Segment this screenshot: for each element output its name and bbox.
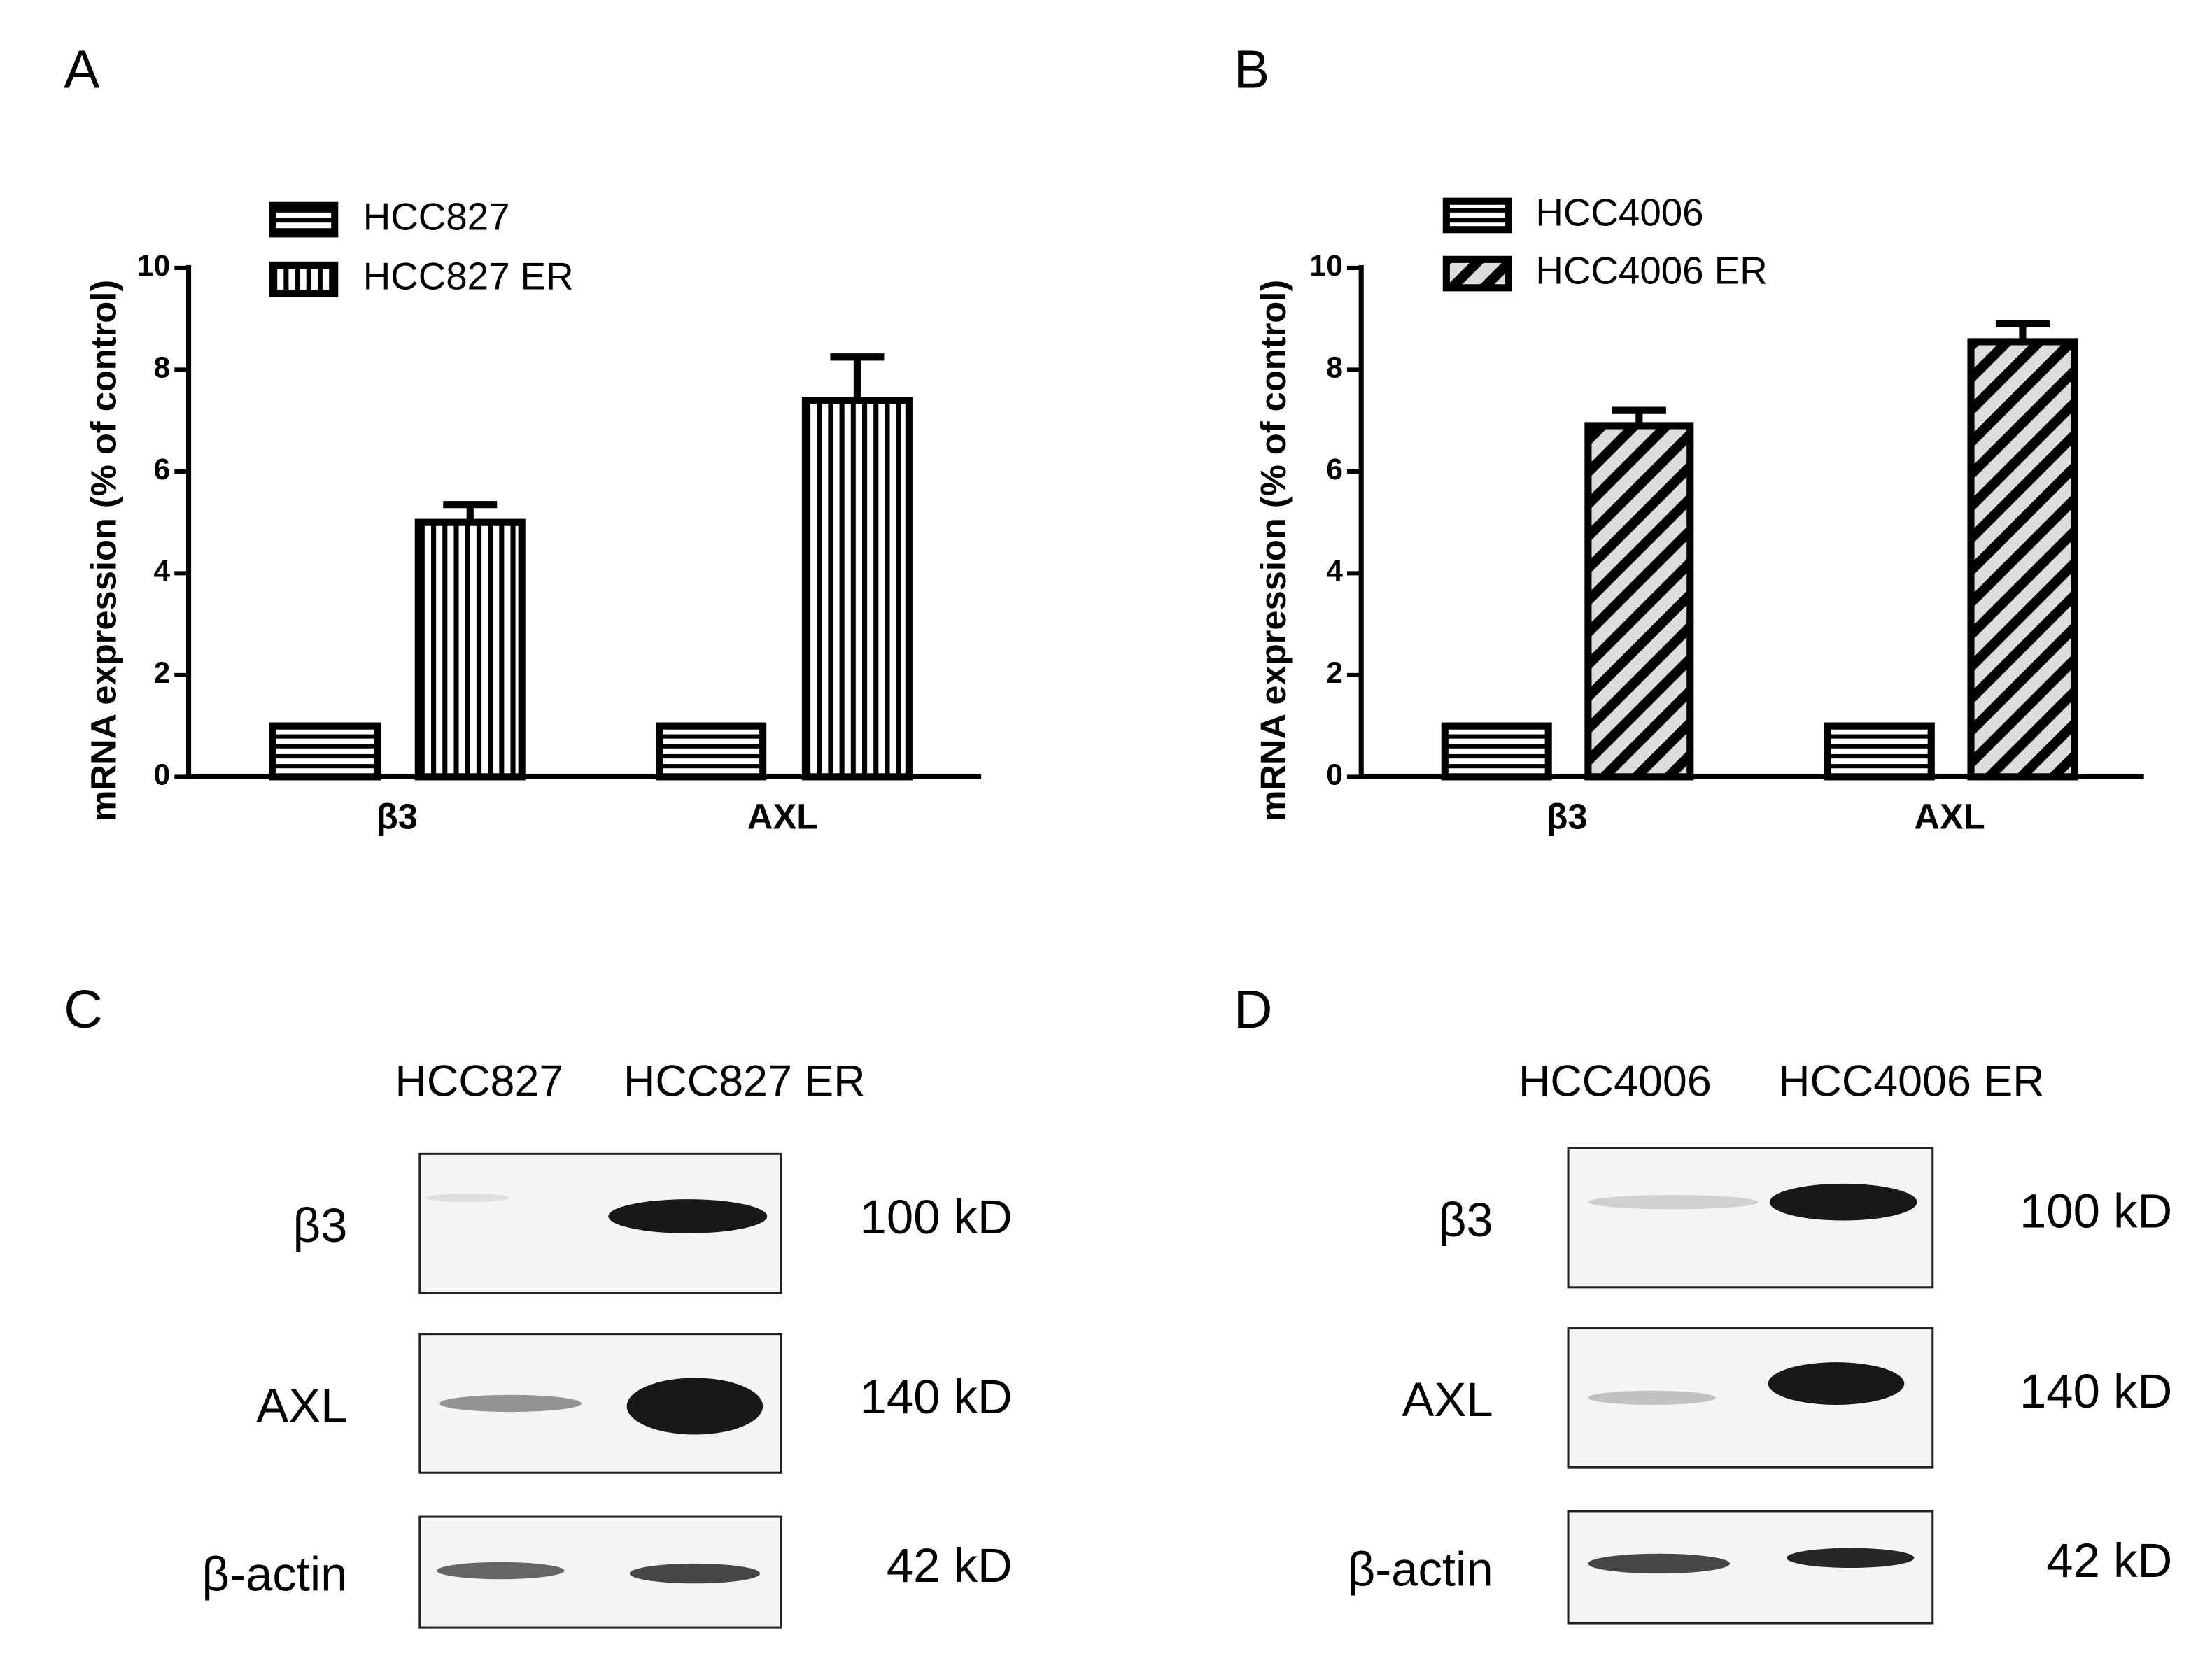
y-tick-label: 2 (154, 656, 171, 690)
y-tick-label: 6 (154, 453, 171, 486)
legend-label: HCC4006 (1535, 190, 1703, 234)
bar (1441, 722, 1552, 781)
x-tick-label: AXL (747, 797, 818, 837)
y-axis-label: mRNA expression (% of control) (1253, 280, 1293, 822)
x-tick-label: AXL (1914, 797, 1985, 837)
size-label: 100 kD (860, 1190, 1013, 1244)
bar (269, 722, 381, 781)
legend-swatch (269, 261, 339, 297)
error-bar (1995, 320, 2050, 342)
bar (1824, 722, 1935, 781)
row-label: β3 (1439, 1193, 1493, 1247)
legend-label: HCC4006 ER (1535, 249, 1767, 292)
bar (656, 722, 767, 781)
size-label: 100 kD (2020, 1184, 2172, 1238)
bar (801, 397, 913, 781)
lane-label: HCC4006 ER (1778, 1057, 2044, 1106)
panel-label: B (1234, 40, 1269, 100)
y-tick-label: 0 (154, 758, 171, 792)
blot-band (1588, 1390, 1716, 1405)
blot-band (425, 1194, 511, 1203)
x-tick-label: β3 (1546, 797, 1587, 837)
lane-label: HCC827 ER (624, 1057, 866, 1106)
row-label: AXL (1402, 1373, 1493, 1427)
legend-label: HCC827 (363, 195, 510, 239)
blot-band (608, 1199, 768, 1233)
y-tick-label: 8 (154, 351, 171, 385)
blot-band (439, 1394, 582, 1413)
row-label: β-actin (202, 1547, 347, 1601)
blot-band (1588, 1195, 1759, 1210)
error-bar (830, 353, 885, 401)
size-label: 42 kD (2046, 1534, 2172, 1587)
size-label: 140 kD (860, 1370, 1013, 1424)
bar (1584, 422, 1694, 781)
y-tick-label: 6 (1326, 453, 1343, 486)
y-tick-label: 10 (137, 249, 170, 283)
row-label: β-actin (1348, 1542, 1493, 1596)
blot-band (629, 1563, 761, 1584)
legend-swatch (1442, 197, 1513, 234)
size-label: 42 kD (887, 1538, 1013, 1592)
row-label: β3 (293, 1198, 348, 1252)
blot-band (626, 1378, 763, 1435)
y-tick-label: 8 (1326, 351, 1343, 385)
panel-label: A (64, 40, 100, 100)
blot-band (437, 1562, 565, 1580)
row-label: AXL (256, 1378, 347, 1432)
blot-band (1769, 1183, 1917, 1221)
legend-swatch (1442, 255, 1513, 292)
x-tick-label: β3 (376, 797, 418, 837)
legend-label: HCC827 ER (363, 255, 574, 298)
panel-label: C (64, 979, 103, 1040)
error-bar (443, 501, 498, 523)
y-tick-label: 4 (1326, 555, 1343, 588)
legend-swatch (269, 201, 339, 238)
y-tick-label: 4 (154, 555, 171, 588)
bar (414, 518, 526, 781)
lane-label: HCC4006 (1519, 1057, 1712, 1106)
blot-band (1787, 1548, 1915, 1568)
y-tick-label: 2 (1326, 656, 1343, 690)
panel-label: D (1234, 979, 1273, 1040)
blot-band (1588, 1553, 1731, 1574)
y-axis-label: mRNA expression (% of control) (83, 280, 123, 822)
lane-label: HCC827 (395, 1057, 564, 1106)
bar (1967, 338, 2078, 781)
y-tick-label: 10 (1310, 249, 1343, 283)
error-bar (1612, 406, 1666, 426)
size-label: 140 kD (2020, 1364, 2172, 1418)
y-tick-label: 0 (1326, 758, 1343, 792)
blot-band (1768, 1362, 1905, 1405)
